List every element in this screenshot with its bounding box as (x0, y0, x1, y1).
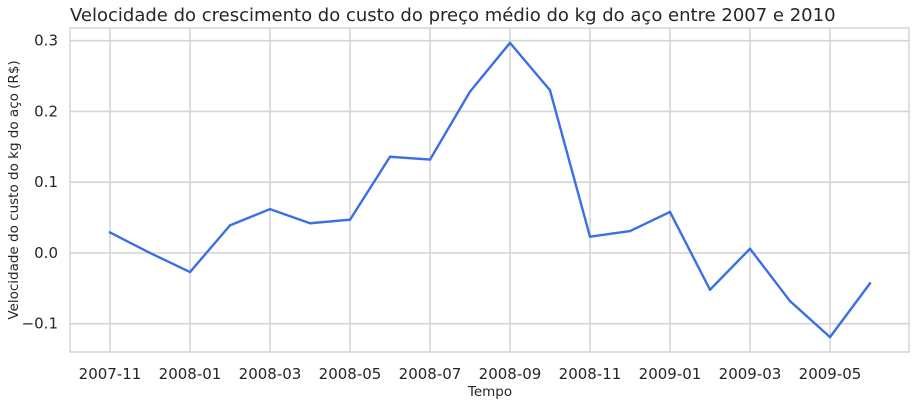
data-point (828, 335, 832, 339)
data-point (668, 210, 672, 214)
y-axis-ticks: −0.1 0.0 0.1 0.2 0.3 (22, 32, 58, 333)
data-point (188, 270, 192, 274)
data-point (228, 224, 232, 227)
y-tick-label: 0.2 (34, 102, 58, 120)
data-point (548, 89, 552, 92)
x-tick-label: 2009-03 (719, 365, 782, 383)
x-tick-label: 2008-09 (479, 365, 542, 383)
grid (70, 28, 909, 352)
x-axis-ticks: 2007-11 2008-01 2008-03 2008-05 2008-07 2008-… (79, 365, 862, 383)
x-axis-label: Tempo (467, 384, 512, 400)
x-tick-label: 2009-01 (639, 365, 702, 383)
data-point (588, 235, 592, 238)
x-tick-label: 2008-03 (239, 365, 302, 383)
y-tick-label: −0.1 (22, 315, 58, 333)
data-point (428, 158, 432, 161)
x-tick-label: 2008-01 (159, 365, 222, 383)
data-point (748, 247, 752, 250)
data-point (468, 90, 472, 93)
y-axis-label: Velocidade do custo do kg do aço (R$) (6, 60, 22, 319)
x-tick-label: 2007-11 (79, 365, 142, 383)
y-tick-label: 0.1 (34, 173, 58, 191)
plot-area (69, 27, 910, 353)
data-point (788, 299, 792, 303)
y-tick-label: 0.0 (34, 244, 58, 262)
x-tick-label: 2009-05 (799, 365, 862, 383)
x-tick-label: 2008-11 (559, 365, 622, 383)
chart-title: Velocidade do crescimento do custo do pr… (70, 5, 836, 26)
data-point (348, 218, 352, 221)
x-tick-label: 2008-05 (319, 365, 382, 383)
x-tick-label: 2008-07 (399, 365, 462, 383)
data-point (508, 41, 512, 45)
series-layer (108, 41, 872, 339)
data-point (388, 155, 392, 158)
series-line (108, 41, 872, 339)
data-point (268, 207, 272, 211)
data-point (148, 251, 152, 255)
data-point (108, 231, 112, 234)
data-point (628, 229, 632, 233)
data-point (868, 282, 872, 285)
y-tick-label: 0.3 (34, 32, 58, 50)
data-point (308, 222, 312, 225)
data-point (708, 288, 712, 291)
